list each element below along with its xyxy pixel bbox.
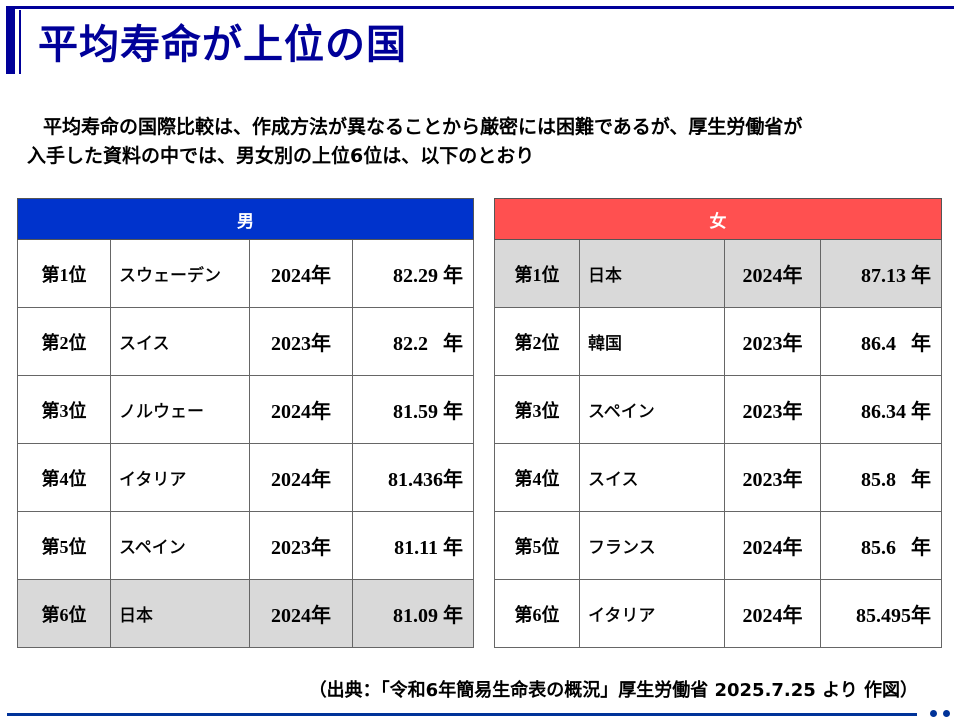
life-expectancy-cell: 81.436年 [352, 443, 474, 512]
rank-cell: 第5位 [17, 511, 111, 580]
table-row: 第3位 ノルウェー 2024年 81.59 年 [17, 375, 474, 444]
page-title: 平均寿命が上位の国 [38, 22, 407, 68]
men-table-header: 男 [17, 198, 474, 240]
life-expectancy-cell: 82.2 年 [352, 307, 474, 376]
rank-cell: 第6位 [17, 579, 111, 648]
table-row: 第6位 イタリア 2024年 85.495年 [494, 579, 942, 648]
rank-cell: 第3位 [494, 375, 580, 444]
year-cell: 2024年 [249, 579, 353, 648]
rank-cell: 第6位 [494, 579, 580, 648]
country-cell: 日本 [579, 239, 725, 308]
bottom-rule [7, 713, 917, 716]
men-ranking-table: 男 第1位 スウェーデン 2024年 82.29 年第2位 スイス 2023年 82.2 年… [17, 198, 474, 648]
table-row: 第6位 日本 2024年 81.09 年 [17, 579, 474, 648]
table-row: 第1位 日本 2024年 87.13 年 [494, 239, 942, 308]
life-expectancy-cell: 85.8 年 [820, 443, 942, 512]
country-cell: ノルウェー [110, 375, 250, 444]
intro-line-2: 入手した資料の中では、男女別の上位6位は、以下のとおり [27, 145, 535, 167]
table-row: 第5位 スペイン 2023年 81.11 年 [17, 511, 474, 580]
decorative-dot-icon [930, 710, 937, 717]
year-cell: 2024年 [724, 239, 821, 308]
year-cell: 2023年 [724, 307, 821, 376]
year-cell: 2024年 [249, 239, 353, 308]
country-cell: 韓国 [579, 307, 725, 376]
country-cell: 日本 [110, 579, 250, 648]
year-cell: 2024年 [724, 511, 821, 580]
life-expectancy-cell: 85.495年 [820, 579, 942, 648]
life-expectancy-cell: 87.13 年 [820, 239, 942, 308]
year-cell: 2024年 [249, 375, 353, 444]
table-row: 第3位 スペイン 2023年 86.34 年 [494, 375, 942, 444]
country-cell: スペイン [110, 511, 250, 580]
table-row: 第5位 フランス 2024年 85.6 年 [494, 511, 942, 580]
table-row: 第4位 イタリア 2024年 81.436年 [17, 443, 474, 512]
women-ranking-table: 女 第1位 日本 2024年 87.13 年第2位 韓国 2023年 86.4 年第3位 スペ… [494, 198, 942, 648]
year-cell: 2023年 [249, 511, 353, 580]
title-accent-line [19, 10, 21, 74]
year-cell: 2024年 [724, 579, 821, 648]
country-cell: スイス [579, 443, 725, 512]
title-accent-bar [6, 6, 15, 74]
country-cell: イタリア [579, 579, 725, 648]
year-cell: 2023年 [249, 307, 353, 376]
country-cell: スウェーデン [110, 239, 250, 308]
table-row: 第2位 韓国 2023年 86.4 年 [494, 307, 942, 376]
table-row: 第4位 スイス 2023年 85.8 年 [494, 443, 942, 512]
life-expectancy-cell: 86.34 年 [820, 375, 942, 444]
life-expectancy-cell: 82.29 年 [352, 239, 474, 308]
year-cell: 2023年 [724, 375, 821, 444]
decorative-dot-icon [943, 710, 950, 717]
rank-cell: 第4位 [494, 443, 580, 512]
country-cell: イタリア [110, 443, 250, 512]
table-row: 第1位 スウェーデン 2024年 82.29 年 [17, 239, 474, 308]
rank-cell: 第2位 [17, 307, 111, 376]
intro-line-1: 平均寿命の国際比較は、作成方法が異なることから厳密には困難であるが、厚生労働省が [43, 116, 803, 138]
life-expectancy-cell: 85.6 年 [820, 511, 942, 580]
source-citation: （出典：「令和6年簡易生命表の概況」厚生労働省 2025.7.25 より 作図） [308, 680, 918, 701]
women-table-header: 女 [494, 198, 942, 240]
life-expectancy-cell: 81.59 年 [352, 375, 474, 444]
intro-text: 平均寿命の国際比較は、作成方法が異なることから厳密には困難であるが、厚生労働省が… [27, 113, 947, 171]
life-expectancy-cell: 81.11 年 [352, 511, 474, 580]
life-expectancy-cell: 86.4 年 [820, 307, 942, 376]
rank-cell: 第3位 [17, 375, 111, 444]
year-cell: 2024年 [249, 443, 353, 512]
country-cell: スイス [110, 307, 250, 376]
table-row: 第2位 スイス 2023年 82.2 年 [17, 307, 474, 376]
rank-cell: 第1位 [494, 239, 580, 308]
country-cell: スペイン [579, 375, 725, 444]
country-cell: フランス [579, 511, 725, 580]
top-rule [8, 6, 954, 9]
rank-cell: 第1位 [17, 239, 111, 308]
rank-cell: 第2位 [494, 307, 580, 376]
rank-cell: 第5位 [494, 511, 580, 580]
year-cell: 2023年 [724, 443, 821, 512]
rank-cell: 第4位 [17, 443, 111, 512]
life-expectancy-cell: 81.09 年 [352, 579, 474, 648]
